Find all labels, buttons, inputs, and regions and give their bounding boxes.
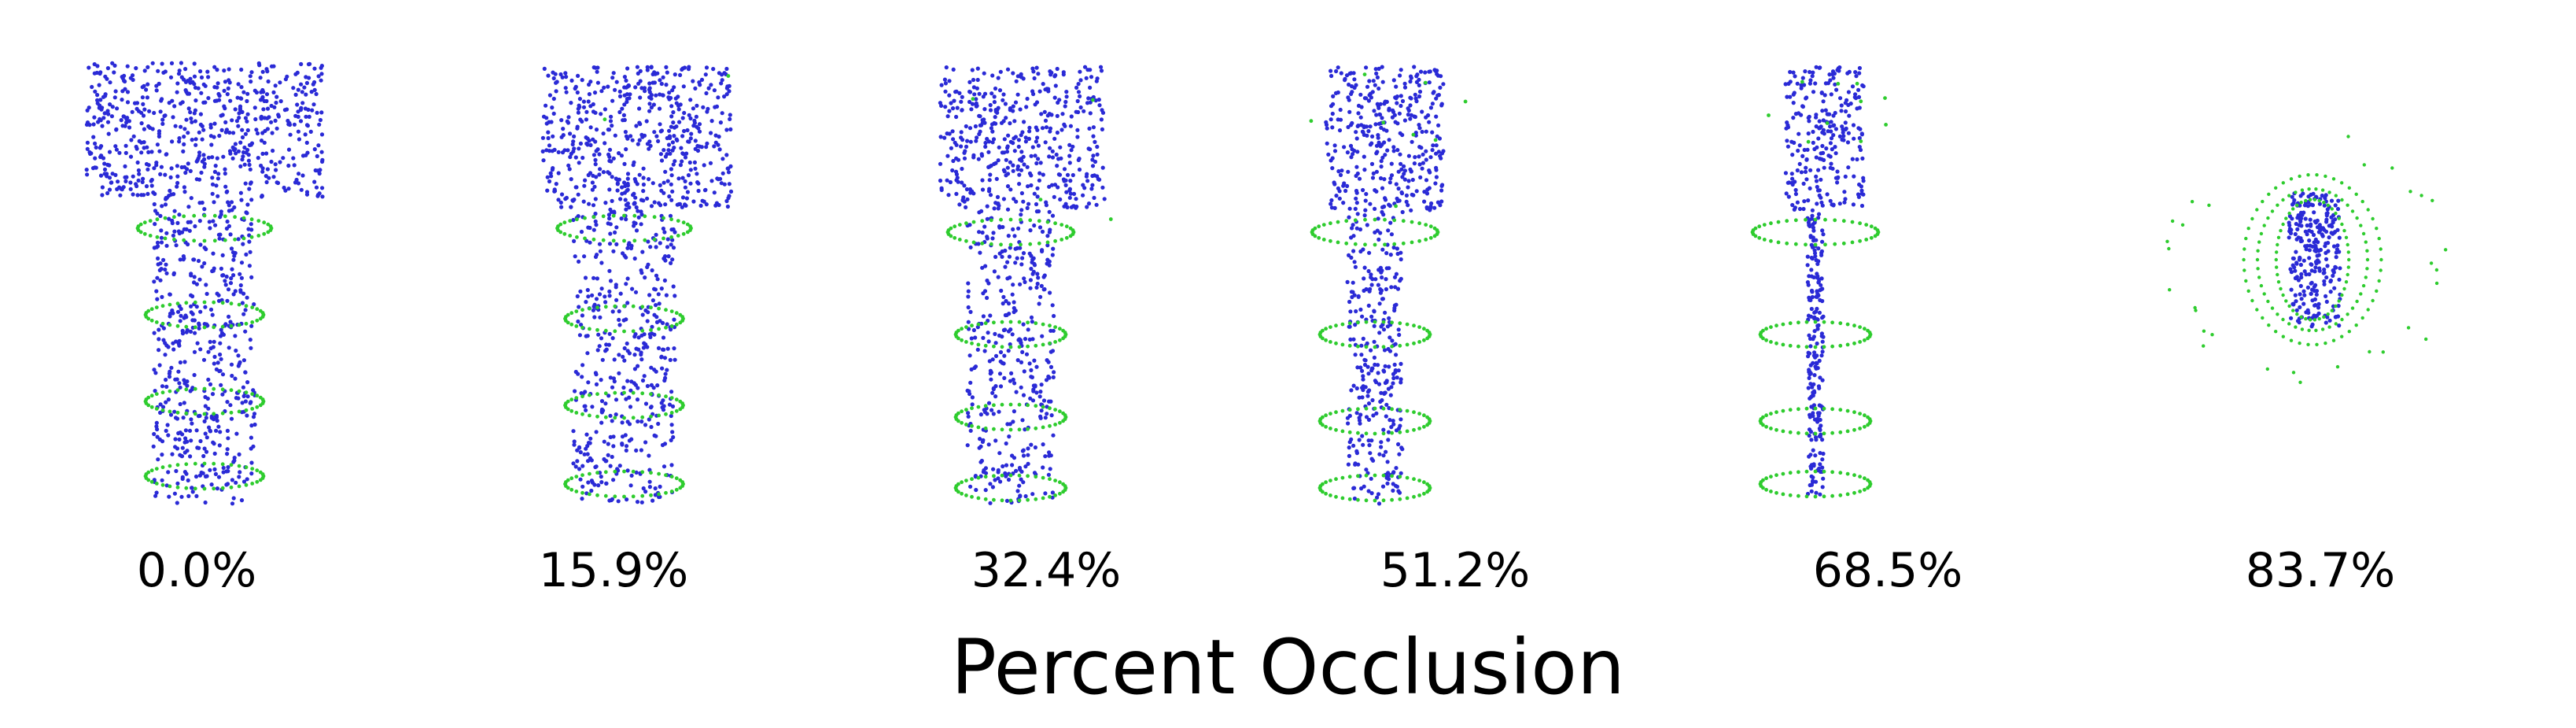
point-cloud-panel-1: [31, 31, 362, 519]
point-cloud-panel-5: [1723, 31, 2053, 519]
point-cloud-panel-3: [881, 31, 1211, 519]
occlusion-label-2: 15.9%: [448, 547, 779, 594]
point-cloud-plot-4: [1290, 31, 1620, 519]
point-cloud-plot-6: [2155, 31, 2486, 519]
occlusion-label-3: 32.4%: [881, 547, 1211, 594]
point-cloud-plot-1: [31, 31, 362, 519]
point-cloud-panel-4: [1290, 31, 1620, 519]
point-cloud-panel-2: [448, 31, 779, 519]
axis-title: Percent Occlusion: [0, 630, 2576, 705]
occlusion-label-4: 51.2%: [1290, 547, 1620, 594]
occlusion-label-5: 68.5%: [1723, 547, 2053, 594]
occlusion-label-6: 83.7%: [2155, 547, 2486, 594]
point-cloud-plot-2: [448, 31, 779, 519]
point-cloud-panel-6: [2155, 31, 2486, 519]
point-cloud-plot-3: [881, 31, 1211, 519]
point-cloud-plot-5: [1723, 31, 2053, 519]
occlusion-label-1: 0.0%: [31, 547, 362, 594]
